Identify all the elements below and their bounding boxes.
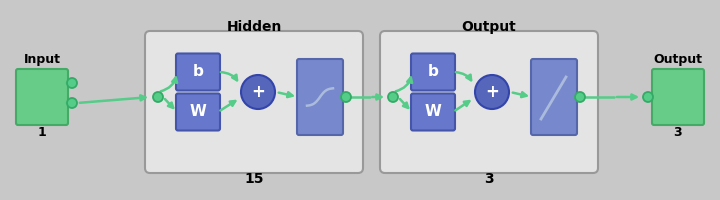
Circle shape [153,92,163,102]
Circle shape [388,92,398,102]
Text: Output: Output [654,53,703,66]
FancyBboxPatch shape [176,53,220,90]
Text: +: + [485,83,499,101]
FancyBboxPatch shape [411,94,455,130]
Text: 1: 1 [37,127,46,140]
Circle shape [575,92,585,102]
Text: b: b [192,64,204,79]
Circle shape [643,92,653,102]
Circle shape [67,98,77,108]
FancyBboxPatch shape [145,31,363,173]
FancyBboxPatch shape [380,31,598,173]
Text: W: W [189,104,207,119]
FancyBboxPatch shape [652,69,704,125]
Text: Output: Output [462,20,516,34]
Circle shape [67,78,77,88]
FancyBboxPatch shape [16,69,68,125]
Text: Input: Input [24,53,60,66]
Text: +: + [251,83,265,101]
Text: 15: 15 [244,172,264,186]
FancyBboxPatch shape [297,59,343,135]
FancyBboxPatch shape [411,53,455,90]
Text: W: W [425,104,441,119]
Circle shape [475,75,509,109]
FancyBboxPatch shape [531,59,577,135]
FancyBboxPatch shape [176,94,220,130]
Circle shape [241,75,275,109]
Text: b: b [428,64,438,79]
Circle shape [341,92,351,102]
Text: 3: 3 [674,127,683,140]
Text: 3: 3 [484,172,494,186]
Text: Hidden: Hidden [226,20,282,34]
